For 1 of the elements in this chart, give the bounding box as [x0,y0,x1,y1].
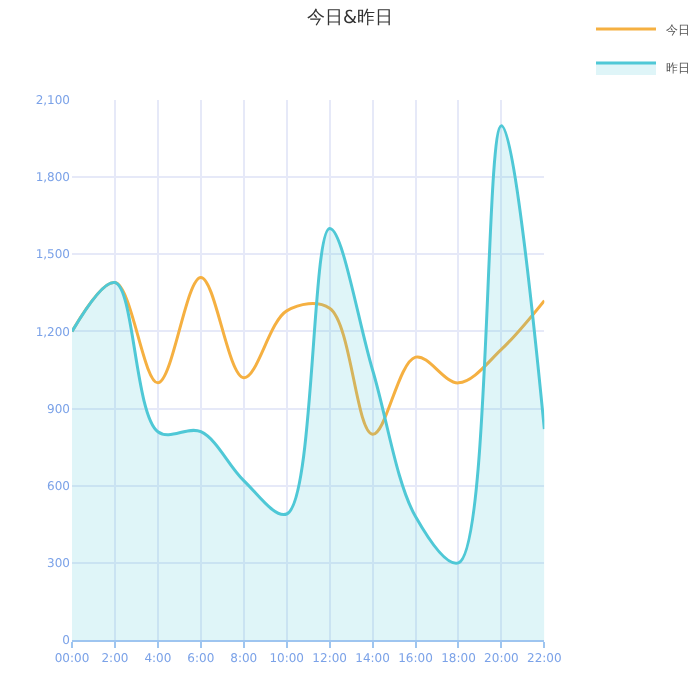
chart-title: 今日&昨日 [306,7,394,30]
